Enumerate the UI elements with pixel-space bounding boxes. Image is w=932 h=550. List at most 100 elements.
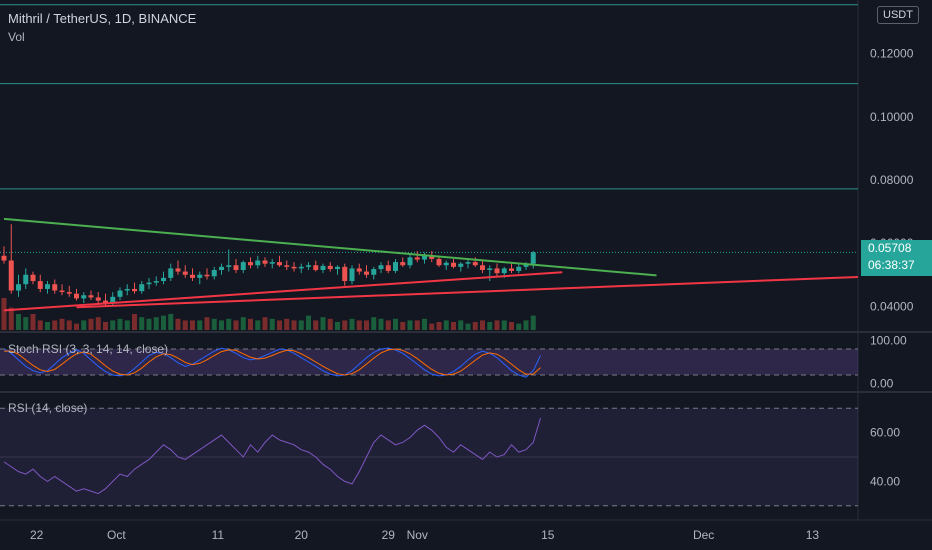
candle-body <box>465 262 471 264</box>
candle-body <box>335 266 340 270</box>
x-tick-label: 15 <box>541 528 555 542</box>
volume-bar <box>8 307 14 330</box>
candle-body <box>23 274 29 285</box>
candle-body <box>364 271 369 275</box>
candle-body <box>262 260 268 264</box>
candle-body <box>378 265 384 270</box>
candle-body <box>74 293 79 299</box>
candle-body <box>132 288 137 292</box>
volume-bar <box>349 318 355 330</box>
candle-body <box>110 296 116 304</box>
volume-bar <box>378 318 384 330</box>
stoch-rsi-title: Stoch RSI (3, 3, 14, 14, close) <box>8 342 169 356</box>
candle-body <box>400 262 406 266</box>
volume-bar <box>385 320 391 330</box>
candle-body <box>516 266 522 271</box>
candle-body <box>371 269 377 275</box>
x-tick-label: Nov <box>407 528 428 542</box>
candle-body <box>182 271 188 275</box>
candle-body <box>248 262 253 266</box>
candle-body <box>153 281 159 283</box>
candle-body <box>219 266 224 270</box>
candle-body <box>356 268 362 272</box>
candle-body <box>88 295 94 298</box>
candle-body <box>342 266 348 282</box>
candle-body <box>124 288 130 291</box>
last-price-value: 0.05708 <box>868 241 912 255</box>
candle-body <box>204 274 210 277</box>
stoch-line-K <box>3 347 541 378</box>
volume-bar <box>103 322 108 330</box>
x-axis-ticks: 22 Oct 11 20 29 Nov 15 Dec 13 <box>30 528 819 542</box>
volume-bar <box>414 320 420 330</box>
y-tick-label: 0.04000 <box>870 299 914 313</box>
candle-body <box>298 266 304 269</box>
candle-body <box>509 268 514 271</box>
volume-bar <box>110 320 116 330</box>
volume-bar <box>465 323 471 330</box>
candle-body <box>494 268 500 274</box>
volume-bar <box>175 318 181 330</box>
candle-body <box>487 268 493 270</box>
candle-body <box>226 265 232 267</box>
candle-body <box>146 282 152 285</box>
candle-body <box>422 255 427 260</box>
candle-body <box>269 262 275 264</box>
volume-bar <box>335 322 340 330</box>
candle-body <box>443 262 449 266</box>
candle-body <box>407 257 413 266</box>
candle-body <box>501 268 507 274</box>
candle-body <box>59 290 65 293</box>
currency-button[interactable]: USDT <box>877 6 919 24</box>
stoch-band <box>0 349 858 375</box>
x-tick-label: 20 <box>295 528 309 542</box>
volume-bar <box>240 317 246 330</box>
volume-bar <box>95 317 101 330</box>
volume-bar <box>530 315 536 330</box>
candle-body <box>45 284 50 289</box>
volume-bar <box>342 320 348 330</box>
volume-bar <box>66 320 72 330</box>
volume-bar <box>59 318 65 330</box>
candle-body <box>1 255 7 261</box>
candle-body <box>458 263 464 267</box>
countdown-timer: 06:38:37 <box>868 258 915 272</box>
volume-bar <box>197 320 203 330</box>
volume-bar <box>494 320 500 330</box>
volume-bar <box>168 314 174 330</box>
rsi-title: RSI (14, close) <box>8 401 88 415</box>
volume-bar <box>219 320 224 330</box>
volume-bar <box>451 322 456 330</box>
trendlines <box>3 217 859 312</box>
trendline <box>3 271 563 312</box>
volume-bar <box>52 320 58 330</box>
y-tick-label: 0.08000 <box>870 173 914 187</box>
candle-body <box>139 284 145 292</box>
candle-body <box>393 262 398 271</box>
candle-body <box>81 295 87 299</box>
volume-bar <box>146 318 152 330</box>
volume-bar <box>407 320 413 330</box>
volume-bar <box>255 320 261 330</box>
volume-bar <box>161 315 166 330</box>
candle-body <box>306 265 311 267</box>
candle-body <box>291 266 297 269</box>
candle-body <box>37 281 43 289</box>
rsi-line <box>3 417 541 495</box>
candle-body <box>436 258 442 266</box>
x-tick-label: 13 <box>806 528 820 542</box>
volume-bar <box>277 320 282 330</box>
price-axis-background <box>0 0 932 521</box>
candle-body <box>277 262 282 266</box>
horizontal-lines <box>0 4 858 253</box>
candle-body <box>451 262 456 267</box>
stoch-rsi-pane <box>0 347 858 378</box>
volume-bar <box>458 320 464 330</box>
volume-bar <box>269 318 275 330</box>
candle-body <box>161 277 166 282</box>
volume-bar <box>74 323 79 330</box>
volume-bar <box>16 314 21 330</box>
volume-bar <box>480 320 485 330</box>
volume-bar <box>516 323 522 330</box>
